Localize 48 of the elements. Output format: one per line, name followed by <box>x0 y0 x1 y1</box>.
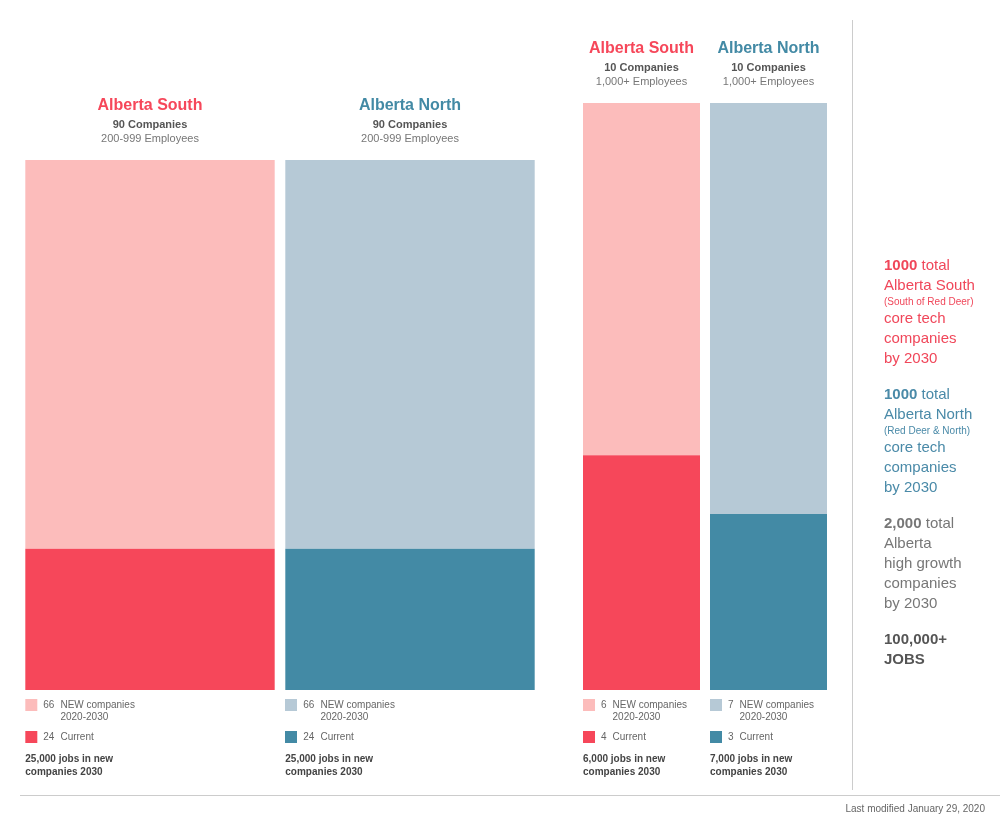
text: companies <box>884 457 958 477</box>
text: 1,000+ Employees <box>722 75 815 87</box>
text: Alberta South <box>884 275 976 295</box>
data-label: 66 <box>303 699 315 710</box>
text: 6,000 jobs in new companies 2030 <box>583 753 666 777</box>
text: NEW companies 2020-2030 <box>320 699 395 722</box>
text: (South of Red Deer) <box>884 295 975 308</box>
text: 1,000+ Employees <box>595 75 688 87</box>
text: NEW companies 2020-2030 <box>739 699 815 722</box>
text: 7,000 jobs in new companies 2030 <box>710 753 793 777</box>
text: companies <box>884 328 958 348</box>
text: 100,000+ <box>884 629 948 649</box>
text: 90 Companies <box>372 118 448 130</box>
text: 200-999 Employees <box>101 132 200 144</box>
data-label: 24 <box>43 731 55 742</box>
text: Last modified January 29, 2020 <box>845 803 985 814</box>
text: by 2030 <box>884 593 939 613</box>
data-label: 3 <box>728 731 734 742</box>
text: 90 Companies <box>112 118 188 130</box>
text: high growth <box>884 553 963 573</box>
data-label: 7 <box>728 699 734 710</box>
legend-label: Current <box>60 731 94 742</box>
text: 25,000 jobs in new companies 2030 <box>285 753 374 777</box>
text: companies <box>884 573 958 593</box>
legend-label: Current <box>612 731 647 742</box>
text: Current <box>739 731 773 742</box>
data-label: 66 <box>43 699 55 710</box>
text: (Red Deer & North) <box>884 424 972 437</box>
text: JOBS <box>884 649 926 669</box>
text: 1000 total <box>884 255 951 275</box>
legend-label: NEW companies 2020-2030 <box>60 699 135 722</box>
data-label: 6 <box>601 699 607 710</box>
text: by 2030 <box>884 477 939 497</box>
text: Alberta North <box>884 404 974 424</box>
legend-label: NEW companies 2020-2030 <box>612 699 688 722</box>
text: Alberta <box>884 533 933 553</box>
data-label: 4 <box>601 731 607 742</box>
text: 10 Companies <box>604 61 679 73</box>
text: Current <box>320 731 354 742</box>
text: 1000 total <box>884 384 951 404</box>
text: core tech <box>884 308 947 328</box>
text: core tech <box>884 437 947 457</box>
text: 25,000 jobs in new companies 2030 <box>25 753 114 777</box>
text: by 2030 <box>884 348 939 368</box>
data-label: 24 <box>303 731 315 742</box>
text: 200-999 Employees <box>361 132 460 144</box>
text: 2,000 total <box>884 513 956 533</box>
text: 10 Companies <box>731 61 806 73</box>
